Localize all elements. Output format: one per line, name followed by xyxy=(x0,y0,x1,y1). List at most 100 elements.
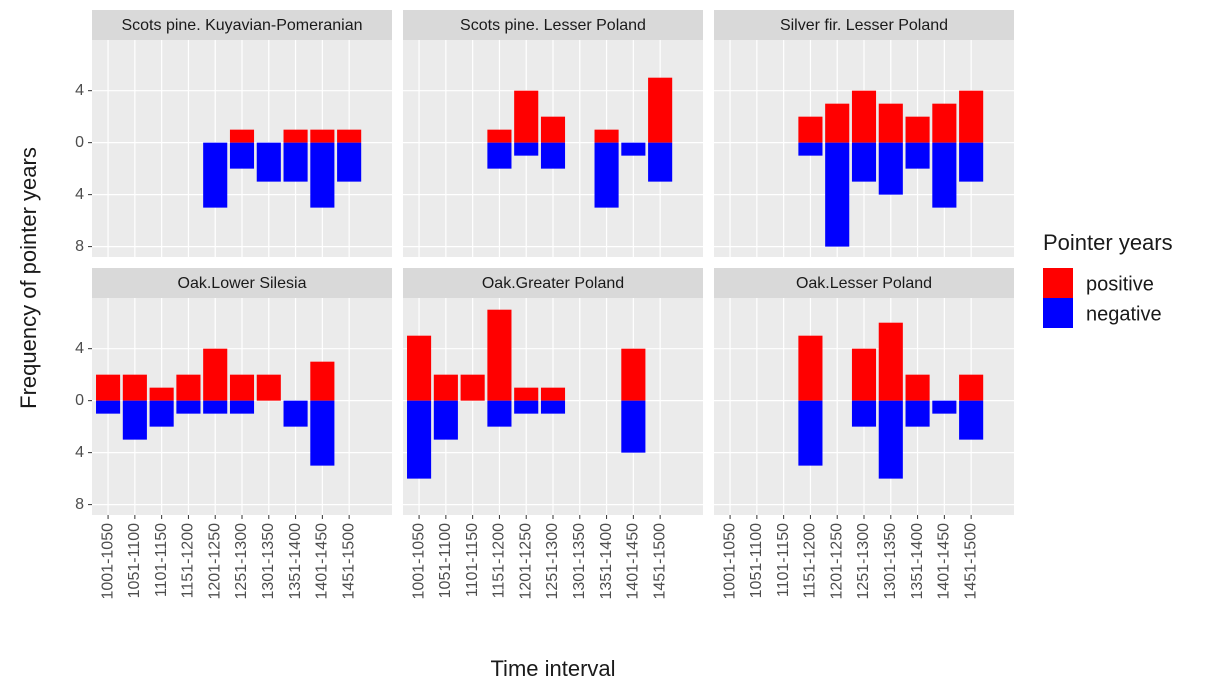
x-tick-label: 1151-1200 xyxy=(491,523,508,598)
x-tick-label: 1451-1500 xyxy=(651,523,668,600)
bar xyxy=(176,374,201,401)
x-tick-label: 1251-1300 xyxy=(855,523,872,600)
bar xyxy=(433,374,458,401)
bar xyxy=(540,387,566,401)
bar xyxy=(905,374,930,401)
bar xyxy=(621,142,646,156)
bar xyxy=(229,400,255,414)
x-tick-label: 1001-1050 xyxy=(721,523,738,600)
bar xyxy=(96,400,121,414)
bar xyxy=(310,142,335,208)
bar xyxy=(203,400,228,414)
bar xyxy=(540,142,566,169)
x-tick-label: 1151-1200 xyxy=(802,523,819,598)
bar xyxy=(878,400,903,479)
panel-title: Oak.Lesser Poland xyxy=(796,275,932,292)
bar xyxy=(594,129,619,143)
bar xyxy=(648,142,673,182)
bar xyxy=(149,387,174,401)
bar xyxy=(487,129,512,143)
bar xyxy=(256,374,281,401)
strip xyxy=(714,268,1014,298)
bar xyxy=(229,142,255,169)
panel-title: Silver fir. Lesser Poland xyxy=(780,17,948,34)
bar xyxy=(932,103,957,143)
bar xyxy=(851,90,877,143)
bar xyxy=(310,129,335,143)
x-tick-label: 1101-1150 xyxy=(775,523,792,597)
bar xyxy=(149,400,174,427)
bar xyxy=(96,374,121,401)
bar xyxy=(878,322,903,401)
bar xyxy=(932,400,957,414)
bar xyxy=(487,309,512,401)
bar xyxy=(487,400,512,427)
panel-title: Oak.Greater Poland xyxy=(482,275,624,292)
y-tick-label: 8 xyxy=(75,238,84,255)
y-tick-label: 4 xyxy=(75,340,84,357)
x-tick-label: 1201-1250 xyxy=(828,523,845,600)
y-tick-label: 8 xyxy=(75,496,84,513)
x-tick-label: 1351-1400 xyxy=(287,523,304,600)
x-tick-label: 1051-1100 xyxy=(748,523,765,598)
y-tick-label: 4 xyxy=(75,186,84,203)
bar xyxy=(229,374,255,401)
bar xyxy=(648,77,673,143)
panel-title: Scots pine. Kuyavian-Pomeranian xyxy=(121,17,362,34)
bar xyxy=(487,142,512,169)
x-tick-label: 1051-1100 xyxy=(126,523,143,598)
bar xyxy=(540,116,566,143)
bar xyxy=(122,400,147,440)
bar xyxy=(594,142,619,208)
x-tick-label: 1051-1100 xyxy=(437,523,454,598)
bar xyxy=(122,374,147,401)
bar xyxy=(851,348,877,401)
panel-title: Scots pine. Lesser Poland xyxy=(460,17,646,34)
strip xyxy=(92,268,392,298)
x-tick-label: 1001-1050 xyxy=(410,523,427,600)
strip xyxy=(403,268,703,298)
bar xyxy=(825,142,850,247)
y-tick-label: 4 xyxy=(75,82,84,99)
y-tick-label: 0 xyxy=(75,392,84,409)
bar xyxy=(798,116,823,143)
x-tick-label: 1351-1400 xyxy=(598,523,615,600)
bar xyxy=(959,142,984,182)
strip xyxy=(714,10,1014,40)
y-axis-label: Frequency of pointer years xyxy=(16,147,41,409)
legend-label: negative xyxy=(1086,303,1162,325)
x-tick-label: 1201-1250 xyxy=(206,523,223,600)
strip xyxy=(403,10,703,40)
bar xyxy=(959,400,984,440)
x-tick-label: 1401-1450 xyxy=(936,523,953,600)
bar xyxy=(283,142,308,182)
bar xyxy=(621,400,646,453)
bar xyxy=(851,400,877,427)
bar xyxy=(932,142,957,208)
strip xyxy=(92,10,392,40)
bar xyxy=(825,103,850,143)
x-axis-label: Time interval xyxy=(490,656,615,681)
x-tick-label: 1301-1350 xyxy=(882,523,899,600)
x-tick-label: 1451-1500 xyxy=(962,523,979,600)
bar xyxy=(337,142,362,182)
bar xyxy=(878,142,903,195)
bar xyxy=(283,129,308,143)
bar xyxy=(905,400,930,427)
bar xyxy=(878,103,903,143)
bar xyxy=(905,142,930,169)
legend-label: positive xyxy=(1086,273,1154,295)
bar xyxy=(905,116,930,143)
x-tick-label: 1201-1250 xyxy=(517,523,534,600)
bar xyxy=(798,400,823,466)
bar xyxy=(514,387,539,401)
panel-title: Oak.Lower Silesia xyxy=(178,275,307,292)
x-tick-label: 1101-1150 xyxy=(153,523,170,597)
bar xyxy=(407,335,432,401)
x-tick-label: 1101-1150 xyxy=(464,523,481,597)
x-tick-label: 1301-1350 xyxy=(260,523,277,600)
bar xyxy=(176,400,201,414)
bar xyxy=(229,129,255,143)
legend-key xyxy=(1043,268,1073,298)
